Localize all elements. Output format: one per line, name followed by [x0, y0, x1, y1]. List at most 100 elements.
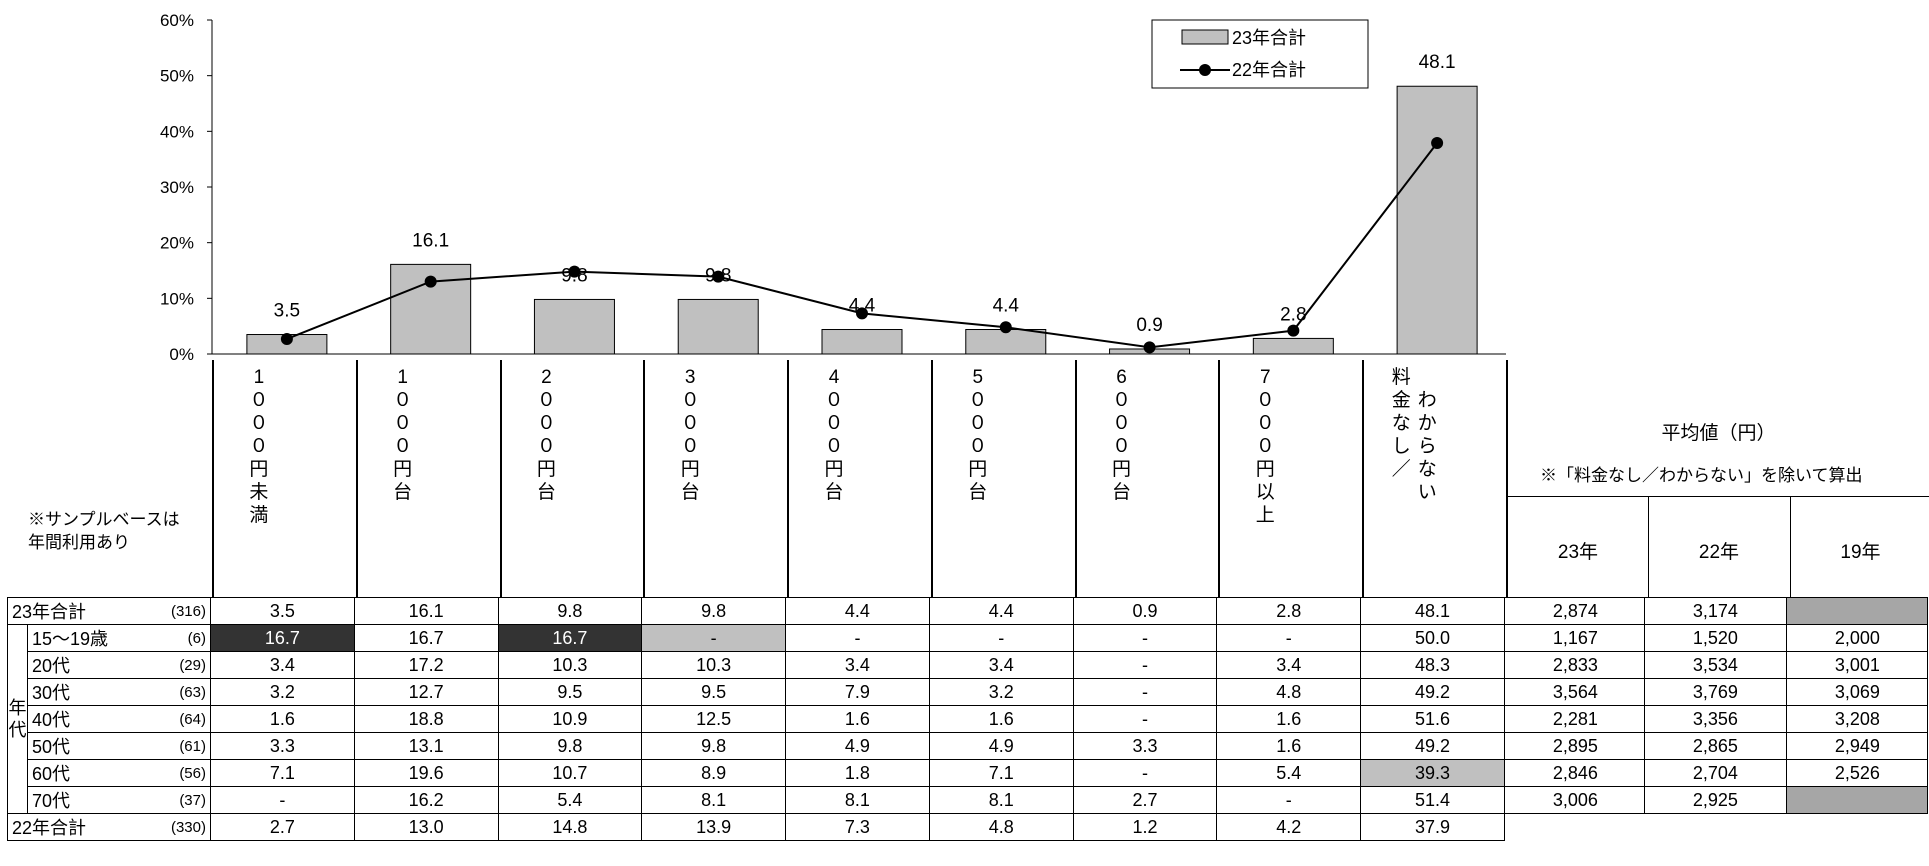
y-tick-label: 60% — [160, 11, 194, 30]
column-header-char: ０ — [536, 390, 556, 411]
avg-cell — [1785, 597, 1928, 625]
y-tick-label: 0% — [169, 345, 194, 360]
row-sample-size: (61) — [152, 732, 211, 760]
avg-cell: 2,000 — [1785, 624, 1928, 652]
column-header-char: ０ — [1255, 436, 1275, 457]
table-cell: - — [785, 624, 930, 652]
table-cell: 8.9 — [641, 759, 787, 787]
column-header-char: 円 — [393, 459, 413, 480]
empty-cell — [1503, 813, 1928, 841]
column-header-char: わ — [1417, 390, 1437, 411]
table-cell: 16.7 — [353, 624, 499, 652]
line-point — [568, 265, 581, 278]
table-cell: 1.6 — [210, 705, 355, 733]
row-sample-size: (56) — [152, 759, 211, 787]
avg-year-22: 22年 — [1698, 542, 1740, 563]
table-cell: 14.8 — [497, 813, 643, 841]
column-header-char: ０ — [968, 436, 988, 457]
data-label: 9.8 — [705, 265, 731, 286]
column-header-char: 円 — [249, 459, 269, 480]
table-cell: 16.1 — [353, 597, 499, 625]
table-cell: - — [1072, 705, 1218, 733]
line-point — [1143, 341, 1156, 354]
table-cell: 12.5 — [641, 705, 787, 733]
table-cell: 8.1 — [641, 786, 787, 814]
column-header-char: 上 — [1255, 505, 1275, 526]
age-group-char: 年 — [8, 698, 27, 718]
column-header-char: 未 — [249, 482, 269, 503]
column-header-char: ０ — [824, 413, 844, 434]
table-row: 30代 (63) 3.2 12.7 9.5 9.5 7.9 3.2-4.8 49.2 3,564 3… — [8, 678, 1928, 706]
avg-cell: 2,833 — [1503, 651, 1645, 679]
column-header-char: 台 — [393, 482, 413, 503]
table-cell: 9.8 — [641, 732, 787, 760]
table-row: 60代 (56) 7.1 19.6 10.7 8.9 1.8 7.1-5.4 39.3 2,846… — [8, 759, 1928, 787]
column-header-char: ０ — [536, 436, 556, 457]
row-sample-size: (29) — [152, 651, 211, 679]
column-header-char: 5 — [972, 367, 984, 388]
table-cell: 3.3 — [1072, 732, 1218, 760]
column-header-char: ０ — [249, 436, 269, 457]
avg-cell: 2,874 — [1503, 597, 1645, 625]
table-cell: 3.4 — [785, 651, 930, 679]
y-tick-label: 50% — [160, 67, 194, 86]
column-header-char: 円 — [968, 459, 988, 480]
table-cell: 48.1 — [1360, 597, 1505, 625]
y-tick-label: 40% — [160, 122, 194, 141]
column-header-char: 2 — [541, 367, 552, 388]
row-sample-size: (37) — [152, 786, 211, 814]
column-header-char: 6 — [1116, 367, 1127, 388]
legend-label: 23年合計 — [1232, 28, 1306, 48]
avg-cell: 3,006 — [1503, 786, 1645, 814]
bar — [1252, 337, 1334, 355]
column-header-char: ０ — [968, 390, 988, 411]
column-header-char: 4 — [828, 367, 840, 388]
table-cell: 3.4 — [1216, 651, 1362, 679]
table-cell: 9.5 — [641, 678, 787, 706]
age-group-char: 代 — [8, 720, 27, 740]
row-sample-size: (64) — [152, 705, 211, 733]
avg-cell: 3,069 — [1785, 678, 1928, 706]
column-header-last: 料金なし／ わからない — [1362, 360, 1506, 597]
data-label: 48.1 — [1419, 52, 1456, 73]
table-row: 50代 (61) 3.3 13.1 9.8 9.8 4.9 4.9 3.3 1.6 49.2 2,89… — [8, 732, 1928, 760]
column-header-char: し — [1391, 436, 1411, 457]
legend-label: 22年合計 — [1232, 60, 1306, 80]
bar — [677, 298, 759, 355]
table-cell: 4.8 — [1216, 678, 1362, 706]
data-label: 3.5 — [274, 301, 300, 322]
row-sample-size: (316) — [152, 597, 211, 625]
table-cell: 7.9 — [785, 678, 930, 706]
column-header-char: ０ — [1112, 390, 1132, 411]
bar — [1396, 85, 1478, 355]
table-row: 23年合計 (316) 3.5 16.1 9.8 9.8 4.4 4.4 0.9 2.8 48.1 2… — [7, 597, 1928, 625]
row-sample-size: (63) — [152, 678, 211, 706]
avg-cell — [1785, 786, 1928, 814]
column-header-char: 料 — [1391, 367, 1411, 388]
avg-cell: 2,949 — [1785, 732, 1928, 760]
table-cell: 7.1 — [210, 759, 355, 787]
line-point — [424, 275, 437, 288]
avg-cell: 3,534 — [1643, 651, 1787, 679]
table-cell: 4.4 — [928, 597, 1074, 625]
table-cell: 37.9 — [1360, 813, 1505, 841]
column-header-char: 1 — [253, 367, 265, 388]
table-cell: 16.7 — [210, 624, 355, 652]
data-table: 23年合計 (316) 3.5 16.1 9.8 9.8 4.4 4.4 0.9 2.8 48.1 2… — [7, 597, 1928, 841]
data-label: 16.1 — [412, 230, 449, 251]
row-label: 40代 — [27, 705, 153, 733]
line-point — [856, 307, 868, 320]
legend-swatch-bar — [1181, 29, 1229, 45]
avg-year-23: 23年 — [1557, 542, 1599, 563]
table-cell: 9.5 — [497, 678, 643, 706]
avg-cell: 2,704 — [1643, 759, 1787, 787]
table-cell: - — [928, 624, 1074, 652]
table-cell: 16.7 — [497, 624, 643, 652]
sample-note-line: 年間利用あり — [28, 533, 130, 552]
table-cell: - — [1072, 678, 1218, 706]
y-tick-label: 20% — [160, 234, 194, 253]
